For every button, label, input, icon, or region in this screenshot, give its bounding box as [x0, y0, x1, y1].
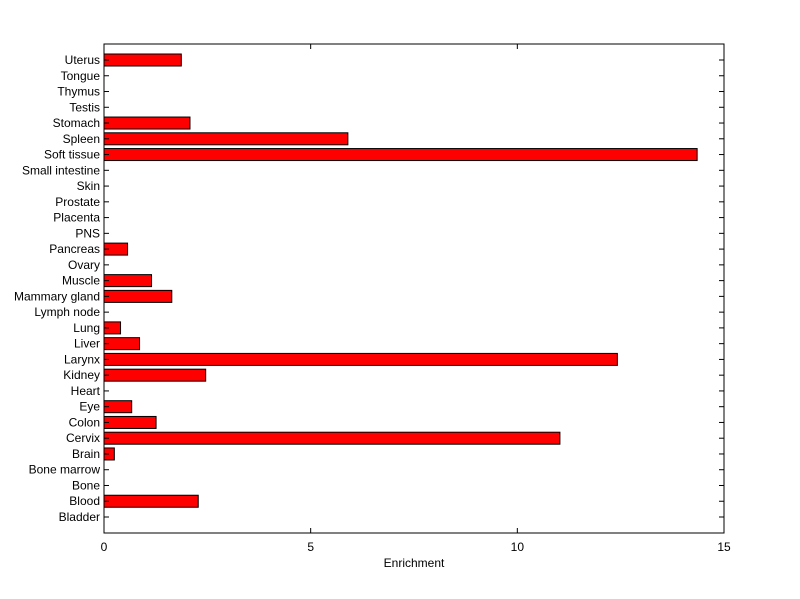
category-label-thymus: Thymus	[57, 85, 100, 99]
category-label-pns: PNS	[75, 226, 100, 240]
bar-blood	[103, 494, 199, 508]
category-label-lung: Lung	[73, 321, 100, 335]
ticks-layer	[103, 44, 725, 533]
bar-colon	[103, 415, 157, 429]
x-axis-label: Enrichment	[384, 556, 445, 570]
category-label-muscle: Muscle	[62, 274, 100, 288]
x-tick-label-0: 0	[101, 540, 108, 554]
category-label-prostate: Prostate	[55, 195, 100, 209]
category-label-pancreas: Pancreas	[49, 242, 100, 256]
category-label-bone-marrow: Bone marrow	[29, 463, 101, 477]
category-label-soft-tissue: Soft tissue	[44, 148, 100, 162]
bar-muscle	[103, 274, 153, 288]
bar-liver	[103, 337, 141, 351]
category-label-testis: Testis	[69, 100, 100, 114]
x-tick-labels: 0 5 10 15	[101, 540, 731, 554]
category-label-skin: Skin	[77, 179, 100, 193]
bars-layer	[103, 53, 698, 508]
category-label-kidney: Kidney	[63, 368, 100, 382]
category-label-uterus: Uterus	[65, 53, 100, 67]
plot-frame	[103, 43, 725, 534]
category-label-brain: Brain	[72, 447, 100, 461]
category-label-heart: Heart	[71, 384, 101, 398]
category-label-ovary: Ovary	[68, 258, 100, 272]
category-label-lymph-node: Lymph node	[34, 305, 100, 319]
bar-soft-tissue	[103, 148, 698, 162]
x-tick-label-15: 15	[717, 540, 731, 554]
bar-kidney	[103, 368, 207, 382]
category-label-liver: Liver	[74, 337, 100, 351]
bar-mammary-gland	[103, 289, 173, 303]
category-label-placenta: Placenta	[53, 211, 100, 225]
x-tick-label-5: 5	[307, 540, 314, 554]
category-label-small-intestine: Small intestine	[22, 163, 100, 177]
x-tick-label-10: 10	[511, 540, 525, 554]
bar-stomach	[103, 116, 191, 130]
bar-uterus	[103, 53, 182, 67]
category-label-blood: Blood	[69, 494, 100, 508]
category-label-eye: Eye	[79, 400, 100, 414]
category-label-colon: Colon	[69, 415, 100, 429]
bar-larynx	[103, 352, 618, 366]
bar-cervix	[103, 431, 561, 445]
category-label-mammary-gland: Mammary gland	[14, 289, 100, 303]
category-label-bladder: Bladder	[59, 510, 100, 524]
category-label-larynx: Larynx	[64, 352, 100, 366]
category-label-stomach: Stomach	[53, 116, 100, 130]
category-label-cervix: Cervix	[66, 431, 100, 445]
category-label-spleen: Spleen	[63, 132, 100, 146]
bar-spleen	[103, 132, 349, 146]
category-label-bone: Bone	[72, 478, 100, 492]
category-label-tongue: Tongue	[61, 69, 101, 83]
